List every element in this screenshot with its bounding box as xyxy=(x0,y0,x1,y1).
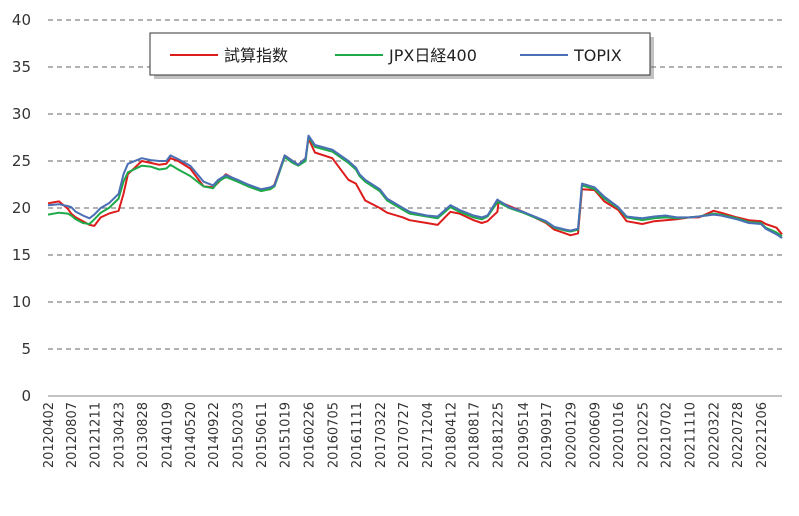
x-tick-label: 20170727 xyxy=(397,402,412,468)
y-tick-label: 10 xyxy=(12,293,31,311)
x-tick-label: 20220728 xyxy=(731,402,746,468)
x-tick-label: 20140520 xyxy=(184,402,199,468)
x-tick-label: 20150203 xyxy=(232,402,247,468)
legend: 試算指数 JPX日経400 TOPIX xyxy=(149,32,654,79)
series-line-0 xyxy=(47,137,783,237)
legend-label-1: JPX日経400 xyxy=(388,46,477,65)
x-tick-label: 20210225 xyxy=(636,402,651,468)
x-tick-label: 20221206 xyxy=(755,402,770,468)
x-tick-label: 20130423 xyxy=(113,402,128,468)
y-tick-label: 40 xyxy=(12,11,31,29)
y-tick-label: 30 xyxy=(12,105,31,123)
legend-label-0: 試算指数 xyxy=(224,46,288,65)
y-axis-ticks: 0 5 10 15 20 25 30 35 40 xyxy=(12,11,31,405)
y-tick-label: 20 xyxy=(12,199,31,217)
x-tick-label: 20161111 xyxy=(350,402,365,468)
legend-label-2: TOPIX xyxy=(573,46,622,65)
x-tick-label: 20151019 xyxy=(279,402,294,468)
series-line-2 xyxy=(47,134,783,239)
y-tick-label: 5 xyxy=(21,340,31,358)
x-tick-label: 20200609 xyxy=(589,402,604,468)
y-tick-label: 15 xyxy=(12,246,31,264)
series-lines xyxy=(47,134,783,239)
x-tick-label: 20181225 xyxy=(491,402,506,468)
x-tick-label: 20160226 xyxy=(303,402,318,468)
y-tick-label: 0 xyxy=(21,387,31,405)
x-tick-label: 20150611 xyxy=(255,402,270,468)
x-axis-ticks: 20120402 20120807 20121211 20130423 20130828… xyxy=(42,402,770,468)
x-tick-label: 20200129 xyxy=(564,402,579,468)
x-tick-label: 20121211 xyxy=(88,402,103,468)
y-tick-label: 25 xyxy=(12,152,31,170)
series-line-1 xyxy=(47,135,783,238)
x-tick-label: 20130828 xyxy=(136,402,151,468)
x-tick-label: 20120807 xyxy=(65,402,80,468)
x-tick-label: 20220322 xyxy=(708,402,723,468)
x-tick-label: 20120402 xyxy=(42,402,57,468)
y-tick-label: 35 xyxy=(12,58,31,76)
x-tick-label: 20140922 xyxy=(207,402,222,468)
x-tick-label: 20171204 xyxy=(421,402,436,468)
x-tick-label: 20180817 xyxy=(468,402,483,468)
x-tick-label: 20211110 xyxy=(683,402,698,468)
x-tick-label: 20190917 xyxy=(540,402,555,468)
x-tick-label: 20190514 xyxy=(517,402,532,468)
x-tick-label: 20180412 xyxy=(444,402,459,468)
x-tick-label: 20201016 xyxy=(612,402,627,468)
x-tick-label: 20140109 xyxy=(160,402,175,468)
x-tick-label: 20160705 xyxy=(326,402,341,468)
x-tick-label: 20170322 xyxy=(374,402,389,468)
x-tick-label: 20210702 xyxy=(660,402,675,468)
